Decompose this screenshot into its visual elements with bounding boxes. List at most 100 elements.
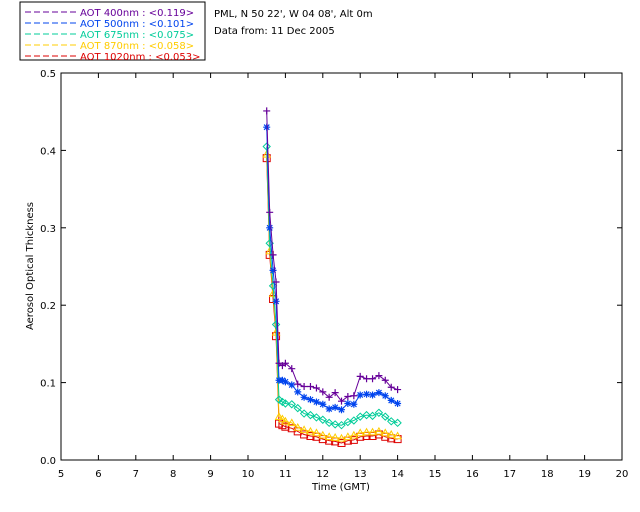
diamond-marker [368,411,377,421]
triangle-marker [281,416,290,425]
x-tick-label: 11 [279,469,292,480]
triangle-marker [324,432,334,441]
asterisk-marker [338,406,345,414]
diamond-marker [330,420,340,429]
legend-box [19,1,206,61]
series-line [266,127,398,411]
plus-marker [319,388,327,396]
y-tick-label: 0.2 [40,301,56,312]
plus-marker [344,393,352,401]
y-axis: 0.0 0.1 0.2 0.3 0.4 0.5 [40,69,622,467]
legend-label: AOT 500nm : <0.101> [80,19,194,30]
triangle-marker [374,426,384,435]
asterisk-marker [266,224,274,232]
site-info: PML, N 50 22', W 04 08', Alt 0m [214,9,373,20]
diamond-marker [337,420,346,430]
diamond-marker [274,395,284,404]
asterisk-marker [325,405,333,413]
triangle-marker [349,430,359,439]
plus-marker [288,365,296,373]
asterisk-marker [344,399,352,407]
triangle-marker [380,428,390,437]
plus-marker [387,383,395,391]
plus-marker [331,389,339,397]
asterisk-marker [331,403,339,411]
triangle-marker [330,433,340,441]
x-tick-label: 19 [578,469,591,480]
triangle-marker [299,425,309,434]
plus-marker [263,107,271,115]
asterisk-marker [369,391,377,399]
plus-marker [369,375,377,383]
diamond-marker [374,408,384,417]
x-axis-title: Time (GMT) [311,482,370,493]
legend-label: AOT 1020nm : <0.053> [80,52,200,63]
asterisk-marker [387,396,395,404]
diamond-marker [262,142,271,151]
diamond-marker [299,409,309,418]
plus-marker [294,380,302,388]
series-line [266,110,398,402]
triangle-marker [306,426,315,435]
triangle-marker [393,431,402,440]
legend-label: AOT 870nm : <0.058> [80,41,194,52]
x-tick-label: 12 [316,469,329,480]
plus-marker [394,386,402,394]
triangle-marker [312,428,321,437]
diamond-marker [271,320,281,329]
asterisk-marker [300,393,308,401]
triangle-marker [268,289,278,297]
triangle-marker [293,422,303,431]
asterisk-marker [272,297,280,305]
x-tick-label: 10 [242,469,255,480]
triangle-marker [318,430,328,439]
plus-marker [269,251,277,259]
square-marker [337,438,346,447]
asterisk-marker [312,398,320,406]
diamond-marker [312,413,321,422]
plus-marker [381,376,389,384]
asterisk-marker [381,392,389,400]
diamond-marker [393,418,402,428]
asterisk-marker [356,391,364,399]
triangle-marker [355,428,365,437]
plus-marker [350,392,358,400]
y-tick-label: 0.4 [40,146,56,157]
plus-marker [300,382,308,390]
asterisk-marker [288,381,296,389]
y-tick-label: 0.0 [40,456,56,467]
diamond-marker [268,281,278,291]
y-tick-label: 0.1 [40,379,56,390]
asterisk-marker [278,376,286,384]
series-2 [262,142,402,430]
diamond-marker [362,410,371,420]
series-line [266,154,398,439]
diamond-marker [318,415,328,424]
diamond-marker [387,417,396,426]
diamond-marker [293,403,302,413]
asterisk-marker [350,400,358,408]
y-tick-label: 0.5 [40,69,56,80]
series-layer [262,107,402,447]
asterisk-marker [294,388,302,396]
diamond-marker [306,410,315,420]
diamond-marker [381,412,390,421]
diamond-marker [349,416,359,425]
series-line [266,146,398,426]
asterisk-marker [363,390,371,398]
x-tick-label: 9 [207,469,213,480]
legend-label: AOT 675nm : <0.075> [80,30,194,41]
asterisk-marker [375,389,383,397]
asterisk-marker [281,378,289,386]
series-0 [263,107,402,405]
x-tick-label: 8 [170,469,176,480]
x-tick-label: 16 [466,469,479,480]
plus-marker [266,208,274,216]
date-info: Data from: 11 Dec 2005 [214,26,335,37]
x-tick-label: 17 [503,469,516,480]
triangle-marker [278,414,287,423]
y-axis-title: Aerosol Optical Thickness [25,202,36,330]
triangle-marker [287,418,297,427]
asterisk-marker [269,266,277,274]
